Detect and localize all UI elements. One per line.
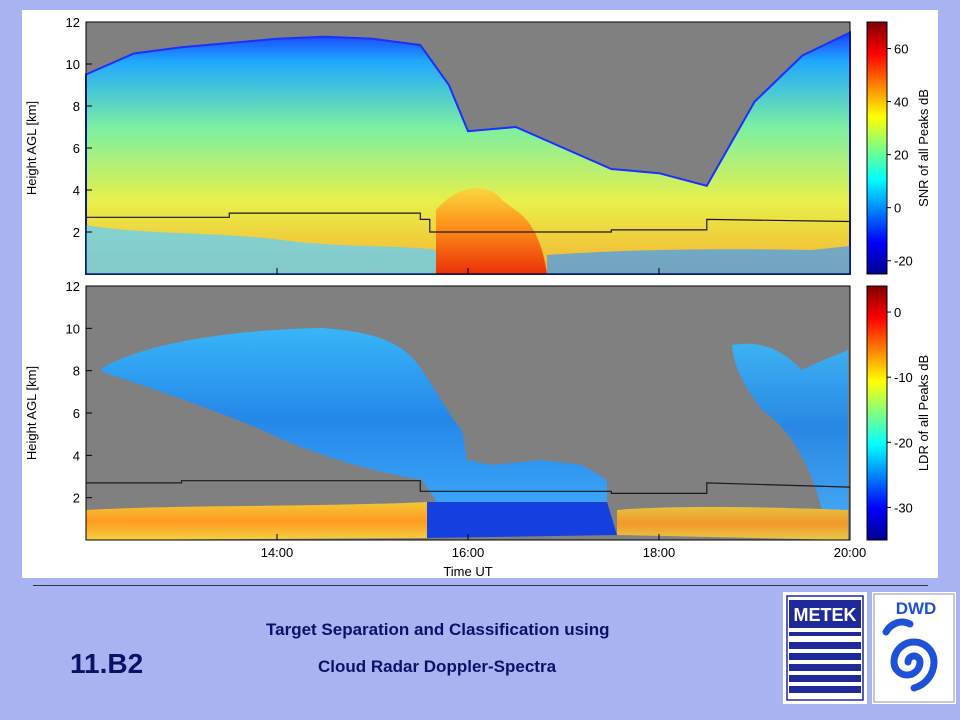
y-tick-label: 12 [66, 279, 80, 294]
colorbar-tick-label: -20 [894, 435, 913, 450]
radar-figure: 2 4 6 8 10 12 Height AGL [km] 60 40 20 0 -20 SNR … [22, 10, 938, 579]
snr-low-clutter [86, 225, 436, 274]
dwd-logo: DWD [872, 592, 956, 704]
snr-ground-echo [547, 246, 850, 274]
y-tick-label: 10 [66, 57, 80, 72]
y-tick-label: 2 [73, 225, 80, 240]
caption-line-2: Cloud Radar Doppler-Spectra [318, 657, 557, 676]
snr-colorbar [866, 21, 888, 275]
colorbar-tick-label: -30 [894, 500, 913, 515]
ldr-y-axis: 2 4 6 8 10 12 [66, 279, 92, 506]
dwd-spiral-icon [882, 618, 938, 692]
caption-line-1: Target Separation and Classification usi… [266, 620, 610, 639]
slide-divider [33, 585, 928, 586]
dwd-logo-text: DWD [896, 599, 937, 618]
y-tick-label: 8 [73, 99, 80, 114]
snr-y-axis-label: Height AGL [km] [24, 101, 39, 195]
y-tick-label: 12 [66, 15, 80, 30]
snr-panel: 2 4 6 8 10 12 Height AGL [km] 60 40 20 0 -20 SNR … [24, 15, 931, 275]
x-tick-label: 20:00 [834, 545, 867, 560]
metek-logo-text: METEK [794, 605, 857, 625]
y-tick-label: 6 [73, 141, 80, 156]
y-tick-label: 6 [73, 406, 80, 421]
ldr-cloud-right [732, 343, 848, 510]
y-tick-label: 4 [73, 183, 80, 198]
snr-colorbar-ticks: 60 40 20 0 -20 [887, 42, 913, 269]
ldr-rain-layer-right [617, 506, 848, 540]
x-tick-label: 16:00 [452, 545, 485, 560]
colorbar-tick-label: -20 [894, 254, 913, 269]
ldr-colorbar [866, 285, 888, 541]
ldr-y-axis-label: Height AGL [km] [24, 366, 39, 460]
x-tick-label: 18:00 [643, 545, 676, 560]
ldr-dark-core [427, 502, 617, 538]
metek-logo: METEK [783, 592, 867, 704]
snr-precip-core [436, 188, 547, 274]
ldr-colorbar-ticks: 0 -10 -20 -30 [887, 305, 913, 515]
y-tick-label: 8 [73, 364, 80, 379]
x-tick-label: 14:00 [261, 545, 294, 560]
colorbar-tick-label: 0 [894, 305, 901, 320]
snr-boundary-line [86, 212, 851, 233]
colorbar-tick-label: 0 [894, 201, 901, 216]
ldr-colorbar-label: LDR of all Peaks dB [916, 355, 931, 471]
ldr-rain-layer [86, 502, 427, 540]
y-tick-label: 10 [66, 321, 80, 336]
colorbar-tick-label: 60 [894, 42, 908, 57]
ldr-panel: 2 4 6 8 10 12 Height AGL [km] 0 -10 -20 -30 LDR … [24, 279, 931, 541]
slide-number: 11.B2 [70, 648, 144, 679]
ldr-cloud-field [102, 328, 607, 510]
colorbar-tick-label: -10 [894, 370, 913, 385]
snr-y-axis: 2 4 6 8 10 12 [66, 15, 92, 240]
colorbar-tick-label: 40 [894, 95, 908, 110]
time-x-axis: 14:00 16:00 18:00 20:00 [261, 268, 867, 560]
y-tick-label: 2 [73, 491, 80, 506]
colorbar-tick-label: 20 [894, 148, 908, 163]
ldr-boundary-line [86, 480, 851, 494]
y-tick-label: 4 [73, 448, 80, 463]
x-axis-label: Time UT [443, 564, 492, 578]
snr-colorbar-label: SNR of all Peaks dB [916, 89, 931, 207]
